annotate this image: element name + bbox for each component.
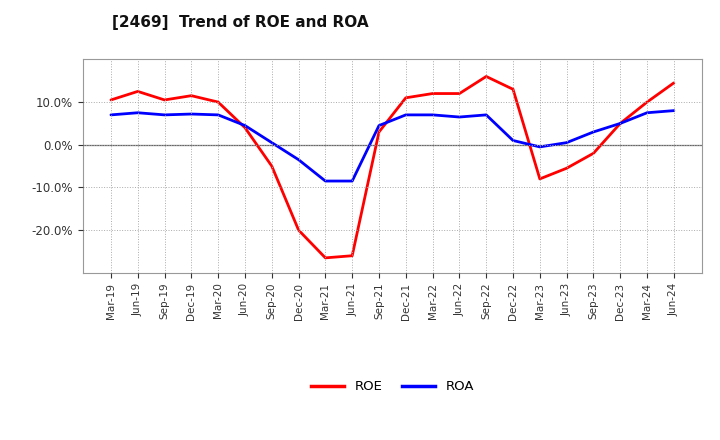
ROE bbox=[374, 129, 383, 135]
ROA bbox=[321, 178, 330, 183]
ROE bbox=[161, 97, 169, 103]
ROE bbox=[455, 91, 464, 96]
ROE bbox=[187, 93, 196, 98]
ROE bbox=[294, 227, 303, 233]
ROA bbox=[402, 112, 410, 117]
ROE bbox=[267, 163, 276, 169]
ROA bbox=[589, 129, 598, 135]
ROA bbox=[536, 144, 544, 150]
ROE bbox=[616, 121, 624, 126]
ROE bbox=[482, 74, 490, 79]
ROE bbox=[562, 165, 571, 171]
ROA bbox=[616, 121, 624, 126]
Line: ROE: ROE bbox=[111, 77, 674, 258]
ROA bbox=[214, 112, 222, 117]
Legend: ROE, ROA: ROE, ROA bbox=[305, 375, 480, 399]
ROA bbox=[348, 178, 356, 183]
ROA bbox=[643, 110, 652, 115]
ROE bbox=[240, 125, 249, 130]
ROE bbox=[509, 87, 518, 92]
ROE bbox=[133, 89, 142, 94]
ROE bbox=[428, 91, 437, 96]
ROA bbox=[482, 112, 490, 117]
ROA bbox=[428, 112, 437, 117]
Text: [2469]  Trend of ROE and ROA: [2469] Trend of ROE and ROA bbox=[112, 15, 368, 30]
ROA bbox=[187, 111, 196, 117]
ROA bbox=[107, 112, 115, 117]
ROA bbox=[161, 112, 169, 117]
ROA bbox=[267, 140, 276, 145]
ROA bbox=[133, 110, 142, 115]
ROE bbox=[643, 99, 652, 105]
ROE bbox=[214, 99, 222, 105]
ROA bbox=[455, 114, 464, 120]
ROE bbox=[536, 176, 544, 182]
ROA bbox=[670, 108, 678, 113]
ROE bbox=[348, 253, 356, 258]
ROE bbox=[107, 97, 115, 103]
ROA bbox=[240, 123, 249, 128]
ROA bbox=[562, 140, 571, 145]
ROA bbox=[374, 123, 383, 128]
ROE bbox=[402, 95, 410, 100]
ROE bbox=[321, 255, 330, 260]
ROA bbox=[509, 138, 518, 143]
Line: ROA: ROA bbox=[111, 110, 674, 181]
ROA bbox=[294, 157, 303, 162]
ROE bbox=[670, 80, 678, 85]
ROE bbox=[589, 150, 598, 156]
